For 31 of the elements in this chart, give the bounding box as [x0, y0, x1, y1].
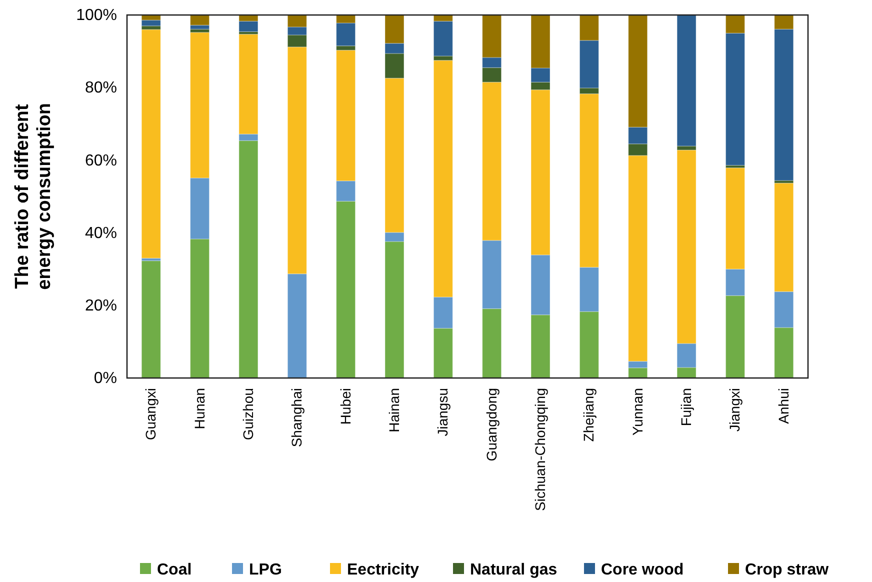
y-tick-label: 80% — [84, 80, 117, 97]
legend-label: Coal — [157, 562, 192, 579]
y-tick-label: 20% — [84, 298, 117, 315]
legend-label: Crop straw — [745, 562, 830, 579]
x-tick-label: Hunan — [191, 388, 208, 430]
legend-label: Core wood — [601, 562, 684, 579]
y-tick-label: 0% — [94, 370, 117, 388]
x-tick-label: Zhejiang — [580, 388, 597, 442]
x-tick-label: Jiangsu — [434, 388, 451, 436]
y-tick-label: 100% — [76, 7, 117, 24]
bar — [676, 14, 696, 146]
legend-label: Natural gas — [470, 562, 558, 579]
x-tick-label: Hainan — [386, 388, 402, 432]
y-tick-label: 60% — [84, 152, 117, 170]
legend-label: Eectricity — [347, 562, 420, 579]
bar — [190, 14, 210, 26]
x-tick-label: Sichuan-Chongqing — [532, 388, 548, 511]
y-tick-label: 40% — [84, 224, 117, 242]
x-tick-label: Guizhou — [240, 388, 256, 440]
x-tick-label: Jiangxi — [726, 388, 743, 432]
x-tick-label: Yunnan — [629, 388, 646, 436]
y-axis-title: The ratio of different energy consumption — [12, 103, 55, 290]
x-tick-label: Guangdong — [483, 388, 500, 462]
bar — [141, 29, 161, 259]
legend-label: LPG — [249, 562, 282, 579]
x-tick-label: Hubei — [337, 388, 354, 425]
x-tick-label: Shanghai — [288, 388, 305, 448]
bar — [141, 260, 161, 378]
x-tick-label: Guangxi — [142, 388, 159, 440]
x-tick-label: Fujian — [678, 388, 694, 426]
x-tick-label: Anhui — [775, 388, 792, 424]
